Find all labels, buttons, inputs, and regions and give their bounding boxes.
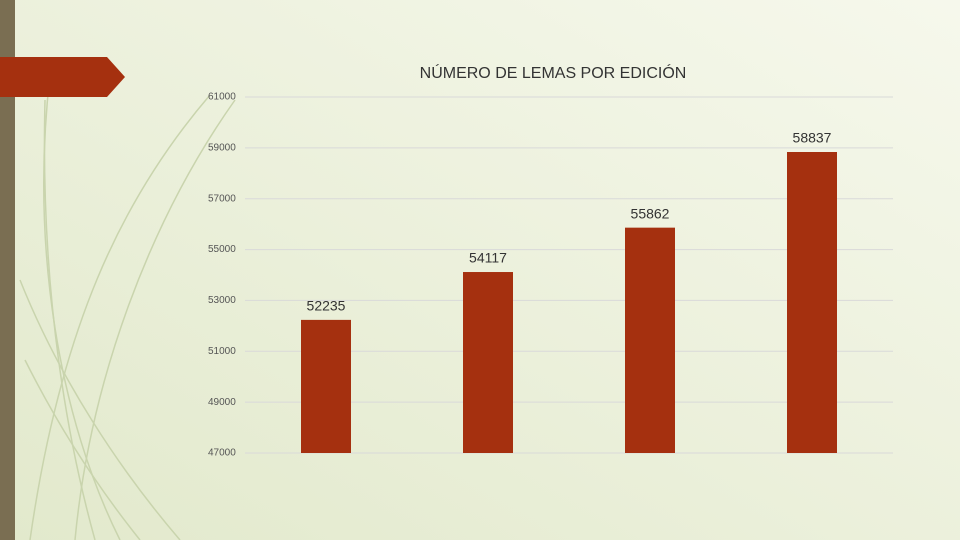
y-tick-label: 47000	[208, 448, 236, 459]
y-tick-label: 61000	[208, 92, 236, 103]
title-arrow	[0, 57, 125, 97]
y-tick-label: 49000	[208, 397, 236, 408]
y-tick-label: 57000	[208, 193, 236, 204]
y-tick-label: 55000	[208, 244, 236, 255]
side-stripe	[0, 0, 15, 540]
bar	[625, 227, 675, 453]
y-tick-label: 53000	[208, 295, 236, 306]
value-label: 55862	[631, 205, 670, 221]
y-tick-label: 59000	[208, 142, 236, 153]
value-label: 58837	[793, 130, 832, 146]
chart-title: NÚMERO DE LEMAS POR EDICIÓN	[420, 63, 687, 82]
value-label: 54117	[469, 250, 507, 266]
value-label: 52235	[307, 298, 346, 314]
bar	[787, 152, 837, 453]
bar	[301, 319, 351, 453]
y-tick-label: 51000	[208, 346, 236, 357]
bar	[463, 272, 513, 453]
decoration	[19, 74, 236, 540]
